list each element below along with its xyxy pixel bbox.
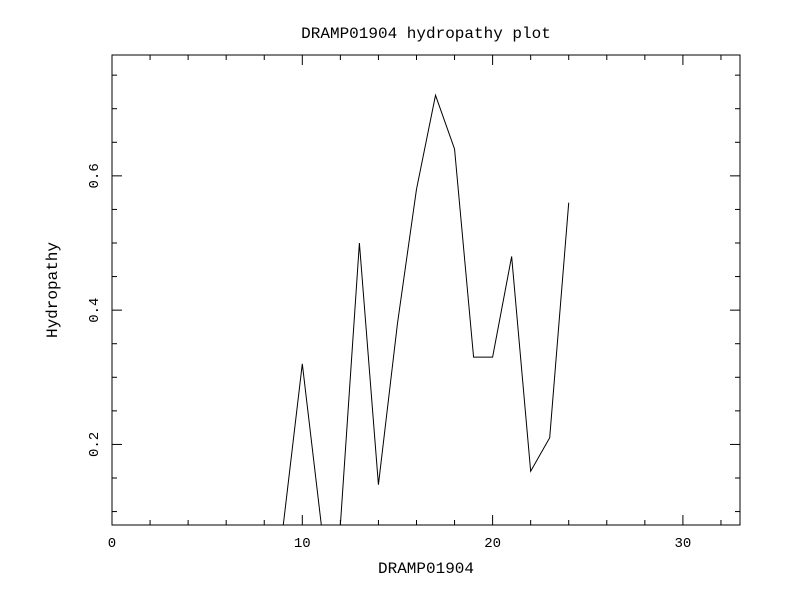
x-tick-label: 20 bbox=[484, 536, 501, 552]
y-tick-label: 0.4 bbox=[87, 298, 103, 323]
y-axis-label: Hydropathy bbox=[44, 242, 62, 338]
x-tick-label: 30 bbox=[675, 536, 692, 552]
chart-background bbox=[0, 0, 800, 600]
y-tick-label: 0.2 bbox=[87, 432, 103, 457]
y-tick-label: 0.6 bbox=[87, 163, 103, 188]
hydropathy-line-chart: 0 10 20 30 0.2 0.4 0.6 DRAMP01904 hydropathy pl… bbox=[0, 0, 800, 600]
x-tick-label: 0 bbox=[108, 536, 116, 552]
chart-title: DRAMP01904 hydropathy plot bbox=[301, 25, 551, 43]
chart-container: 0 10 20 30 0.2 0.4 0.6 DRAMP01904 hydropathy pl… bbox=[0, 0, 800, 600]
x-tick-label: 10 bbox=[294, 536, 311, 552]
x-axis-label: DRAMP01904 bbox=[378, 560, 474, 578]
